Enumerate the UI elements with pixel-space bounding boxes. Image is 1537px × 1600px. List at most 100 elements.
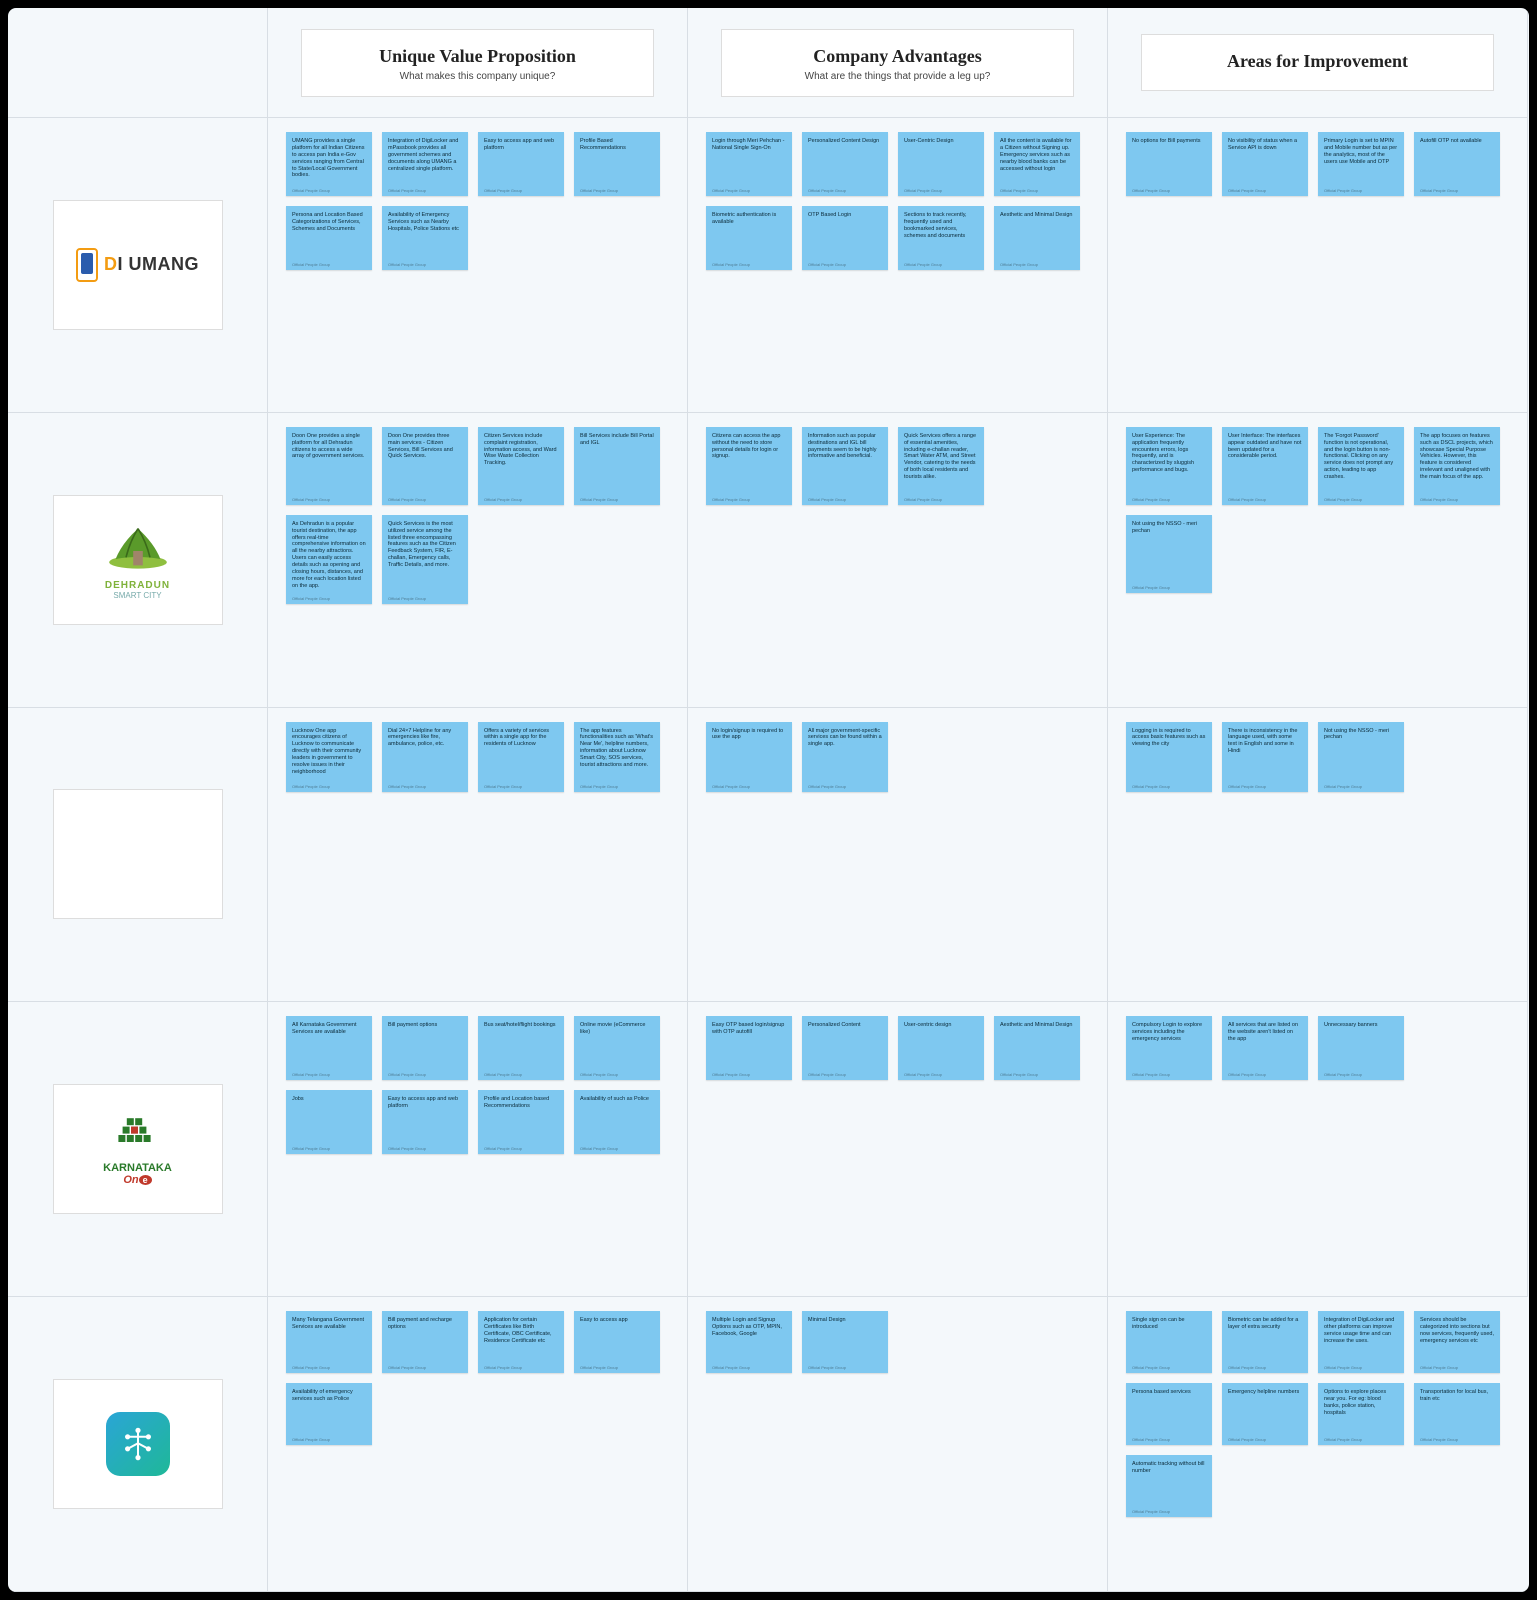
- adv-cell: Easy OTP based login/signup with OTP aut…: [688, 1002, 1108, 1297]
- sticky-note[interactable]: Citizens can access the app without the …: [706, 427, 792, 505]
- sticky-note[interactable]: Login through Meri Pehchan - National Si…: [706, 132, 792, 196]
- sticky-note[interactable]: Online movie (eCommerce like): [574, 1016, 660, 1080]
- imp-cell: User Experience: The application frequen…: [1108, 413, 1528, 708]
- notes-group: Logging in is required to access basic f…: [1126, 722, 1509, 792]
- sticky-note[interactable]: Unnecessary banners: [1318, 1016, 1404, 1080]
- sticky-note[interactable]: Personalized Content Design: [802, 132, 888, 196]
- sticky-note[interactable]: The 'Forgot Password' function is not op…: [1318, 427, 1404, 505]
- sticky-note[interactable]: Persona based services: [1126, 1383, 1212, 1445]
- sticky-note[interactable]: Bus seat/hotel/flight bookings: [478, 1016, 564, 1080]
- corner-cell: [8, 8, 268, 118]
- sticky-note[interactable]: Bill payment and recharge options: [382, 1311, 468, 1373]
- adv-cell: No login/signup is required to use the a…: [688, 708, 1108, 1003]
- sticky-note[interactable]: Dial 24×7 Helpline for any emergencies l…: [382, 722, 468, 792]
- sticky-note[interactable]: Minimal Design: [802, 1311, 888, 1373]
- sticky-note[interactable]: All major government-specific services c…: [802, 722, 888, 792]
- sticky-note[interactable]: The app focuses on features such as DSCL…: [1414, 427, 1500, 505]
- notes-group: Easy OTP based login/signup with OTP aut…: [706, 1016, 1089, 1080]
- notes-group: User Experience: The application frequen…: [1126, 427, 1509, 593]
- sticky-note[interactable]: Availability of emergency services such …: [286, 1383, 372, 1445]
- header-card: Company AdvantagesWhat are the things th…: [721, 29, 1073, 97]
- column-header: Company AdvantagesWhat are the things th…: [688, 8, 1108, 118]
- sticky-note[interactable]: Profile Based Recommendations: [574, 132, 660, 196]
- imp-cell: Compulsory Login to explore services inc…: [1108, 1002, 1528, 1297]
- notes-group: All Karnataka Government Services are av…: [286, 1016, 669, 1154]
- header-sub: What makes this company unique?: [312, 71, 642, 82]
- sticky-note[interactable]: No visibility of status when a Service A…: [1222, 132, 1308, 196]
- sticky-note[interactable]: Persona and Location Based Categorizatio…: [286, 206, 372, 270]
- notes-group: Citizens can access the app without the …: [706, 427, 1089, 505]
- sticky-note[interactable]: Aesthetic and Minimal Design: [994, 1016, 1080, 1080]
- sticky-note[interactable]: Options to explore places near you. For …: [1318, 1383, 1404, 1445]
- sticky-note[interactable]: Not using the NSSO - meri pechan: [1126, 515, 1212, 593]
- sticky-note[interactable]: Easy to access app and web platform: [478, 132, 564, 196]
- sticky-note[interactable]: Autofill OTP not available: [1414, 132, 1500, 196]
- sticky-note[interactable]: Availability of such as Police: [574, 1090, 660, 1154]
- adv-cell: Login through Meri Pehchan - National Si…: [688, 118, 1108, 413]
- notes-group: UMANG provides a single platform for all…: [286, 132, 669, 270]
- sticky-note[interactable]: Bill payment options: [382, 1016, 468, 1080]
- notes-group: Multiple Login and Signup Options such a…: [706, 1311, 1089, 1373]
- sticky-note[interactable]: Personalized Content: [802, 1016, 888, 1080]
- sticky-note[interactable]: Availability of Emergency Services such …: [382, 206, 468, 270]
- uvp-cell: Doon One provides a single platform for …: [268, 413, 688, 708]
- sticky-note[interactable]: Sections to track recently, frequently u…: [898, 206, 984, 270]
- sticky-note[interactable]: Services should be categorized into sect…: [1414, 1311, 1500, 1373]
- sticky-note[interactable]: Compulsory Login to explore services inc…: [1126, 1016, 1212, 1080]
- sticky-note[interactable]: Offers a variety of services within a si…: [478, 722, 564, 792]
- umang-logo: DI UMANG: [76, 248, 199, 282]
- sticky-note[interactable]: Easy to access app and web platform: [382, 1090, 468, 1154]
- sticky-note[interactable]: Many Telangana Government Services are a…: [286, 1311, 372, 1373]
- sticky-note[interactable]: Not using the NSSO - meri pechan: [1318, 722, 1404, 792]
- imp-cell: No options for Bill paymentsNo visibilit…: [1108, 118, 1528, 413]
- notes-group: Doon One provides a single platform for …: [286, 427, 669, 604]
- company-cell: DI UMANG: [8, 118, 268, 413]
- sticky-note[interactable]: Multiple Login and Signup Options such a…: [706, 1311, 792, 1373]
- sticky-note[interactable]: Emergency helpline numbers: [1222, 1383, 1308, 1445]
- sticky-note[interactable]: Integration of DigiLocker and mPassbook …: [382, 132, 468, 196]
- sticky-note[interactable]: Jobs: [286, 1090, 372, 1154]
- sticky-note[interactable]: Biometric authentication is available: [706, 206, 792, 270]
- sticky-note[interactable]: Biometric can be added for a layer of ex…: [1222, 1311, 1308, 1373]
- sticky-note[interactable]: As Dehradun is a popular tourist destina…: [286, 515, 372, 604]
- sticky-note[interactable]: Information such as popular destinations…: [802, 427, 888, 505]
- sticky-note[interactable]: Single sign on can be introduced: [1126, 1311, 1212, 1373]
- sticky-note[interactable]: Easy OTP based login/signup with OTP aut…: [706, 1016, 792, 1080]
- sticky-note[interactable]: OTP Based Login: [802, 206, 888, 270]
- sticky-note[interactable]: Transportation for local bus, train etc: [1414, 1383, 1500, 1445]
- sticky-note[interactable]: User-Centric Design: [898, 132, 984, 196]
- sticky-note[interactable]: Citizen Services include complaint regis…: [478, 427, 564, 505]
- sticky-note[interactable]: Primary Login is set to MPIN and Mobile …: [1318, 132, 1404, 196]
- sticky-note[interactable]: All the content is available for a Citiz…: [994, 132, 1080, 196]
- sticky-note[interactable]: No login/signup is required to use the a…: [706, 722, 792, 792]
- sticky-note[interactable]: Bill Services include Bill Portal and IG…: [574, 427, 660, 505]
- sticky-note[interactable]: Application for certain Certificates lik…: [478, 1311, 564, 1373]
- sticky-note[interactable]: Quick Services offers a range of essenti…: [898, 427, 984, 505]
- sticky-note[interactable]: Logging in is required to access basic f…: [1126, 722, 1212, 792]
- sticky-note[interactable]: Easy to access app: [574, 1311, 660, 1373]
- uvp-cell: UMANG provides a single platform for all…: [268, 118, 688, 413]
- sticky-note[interactable]: Aesthetic and Minimal Design: [994, 206, 1080, 270]
- sticky-note[interactable]: User-centric design: [898, 1016, 984, 1080]
- sticky-note[interactable]: Doon One provides three main services - …: [382, 427, 468, 505]
- sticky-note[interactable]: User Experience: The application frequen…: [1126, 427, 1212, 505]
- logo-card: [53, 1379, 223, 1509]
- sticky-note[interactable]: All Karnataka Government Services are av…: [286, 1016, 372, 1080]
- sticky-note[interactable]: There is inconsistency in the language u…: [1222, 722, 1308, 792]
- sticky-note[interactable]: UMANG provides a single platform for all…: [286, 132, 372, 196]
- sticky-note[interactable]: The app features functionalities such as…: [574, 722, 660, 792]
- sticky-note[interactable]: User Interface: The interfaces appear ou…: [1222, 427, 1308, 505]
- matrix-canvas: Unique Value PropositionWhat makes this …: [8, 8, 1529, 1592]
- sticky-note[interactable]: Profile and Location based Recommendatio…: [478, 1090, 564, 1154]
- sticky-note[interactable]: No options for Bill payments: [1126, 132, 1212, 196]
- sticky-note[interactable]: Quick Services is the most utilized serv…: [382, 515, 468, 604]
- adv-cell: Citizens can access the app without the …: [688, 413, 1108, 708]
- logo-card: DEHRADUNSMART CITY: [53, 495, 223, 625]
- column-header: Unique Value PropositionWhat makes this …: [268, 8, 688, 118]
- sticky-note[interactable]: All services that are listed on the webs…: [1222, 1016, 1308, 1080]
- sticky-note[interactable]: Integration of DigiLocker and other plat…: [1318, 1311, 1404, 1373]
- sticky-note[interactable]: Lucknow One app encourages citizens of L…: [286, 722, 372, 792]
- sticky-note[interactable]: Doon One provides a single platform for …: [286, 427, 372, 505]
- header-card: Unique Value PropositionWhat makes this …: [301, 29, 653, 97]
- sticky-note[interactable]: Automatic tracking without bill number: [1126, 1455, 1212, 1517]
